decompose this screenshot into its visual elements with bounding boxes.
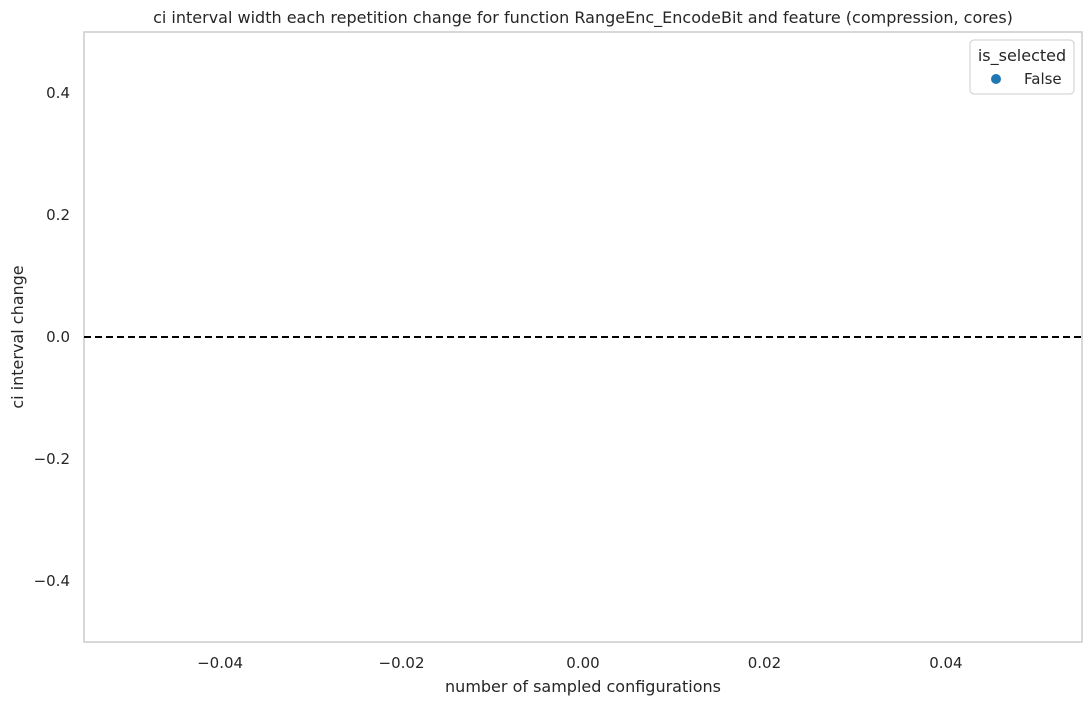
- chart-title: ci interval width each repetition change…: [153, 8, 1013, 28]
- y-axis-label: ci interval change: [8, 265, 27, 408]
- legend-marker-false: [991, 74, 1001, 84]
- legend-entry-false: False: [1024, 70, 1062, 88]
- legend-title: is_selected: [978, 46, 1066, 66]
- x-axis-label: number of sampled configurations: [445, 677, 721, 696]
- y-tick-label: −0.2: [34, 450, 70, 468]
- x-tick-label: −0.04: [197, 654, 243, 672]
- x-axis-ticks: −0.04 −0.02 0.00 0.02 0.04: [197, 654, 963, 672]
- y-tick-label: 0.0: [46, 328, 70, 346]
- x-tick-label: 0.00: [566, 654, 599, 672]
- x-tick-label: 0.02: [748, 654, 781, 672]
- y-axis-ticks: 0.4 0.2 0.0 −0.2 −0.4: [34, 84, 70, 590]
- y-tick-label: −0.4: [34, 572, 70, 590]
- y-tick-label: 0.2: [46, 206, 70, 224]
- x-tick-label: 0.04: [929, 654, 962, 672]
- x-tick-label: −0.02: [379, 654, 425, 672]
- legend: is_selected False: [969, 39, 1075, 95]
- y-tick-label: 0.4: [46, 84, 70, 102]
